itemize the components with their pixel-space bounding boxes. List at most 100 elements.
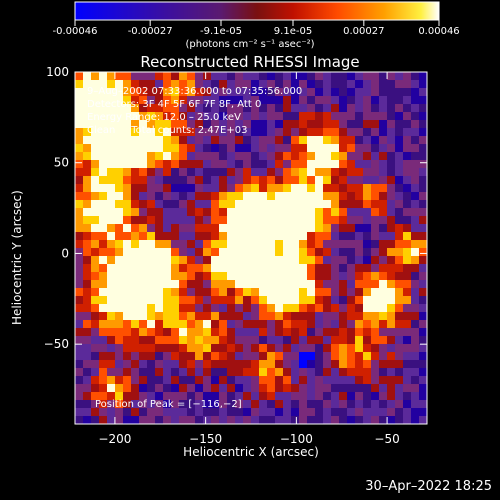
colorbar-tick-label: 0.00027 (343, 26, 385, 37)
heatmap-cell (219, 256, 227, 264)
heatmap-cell (379, 224, 387, 232)
heatmap-cell (371, 232, 379, 240)
heatmap-cell (331, 336, 339, 344)
heatmap-cell (219, 288, 227, 296)
heatmap-cell (179, 240, 187, 248)
heatmap-cell (235, 96, 243, 104)
heatmap-cell (171, 336, 179, 344)
heatmap-cell (195, 160, 203, 168)
heatmap-cell (251, 208, 259, 216)
heatmap-cell (235, 368, 243, 376)
heatmap-cell (203, 296, 211, 304)
heatmap-cell (307, 248, 315, 256)
heatmap-cell (107, 232, 115, 240)
heatmap-cell (99, 312, 107, 320)
heatmap-cell (179, 216, 187, 224)
heatmap-cell (99, 120, 107, 128)
heatmap-cell (323, 80, 331, 88)
heatmap-cell (195, 120, 203, 128)
heatmap-cell (411, 272, 419, 280)
heatmap-cell (107, 176, 115, 184)
heatmap-cell (195, 296, 203, 304)
heatmap-cell (99, 352, 107, 360)
heatmap-cell (147, 288, 155, 296)
heatmap-cell (291, 248, 299, 256)
heatmap-cell (387, 216, 395, 224)
heatmap-cell (403, 96, 411, 104)
heatmap-cell (379, 160, 387, 168)
heatmap-cell (147, 320, 155, 328)
heatmap-cell (139, 176, 147, 184)
heatmap-cell (267, 232, 275, 240)
heatmap-cell (411, 376, 419, 384)
heatmap-cell (91, 80, 99, 88)
heatmap-cell (331, 80, 339, 88)
heatmap-cell (123, 168, 131, 176)
heatmap-cell (307, 176, 315, 184)
heatmap-cell (187, 200, 195, 208)
heatmap-cell (99, 232, 107, 240)
heatmap-cell (363, 376, 371, 384)
heatmap-cell (155, 376, 163, 384)
annotation-clean: Clean Total counts: 2.47E+03 (87, 125, 248, 136)
heatmap-cell (203, 408, 211, 416)
heatmap-cell (355, 152, 363, 160)
heatmap-cell (291, 120, 299, 128)
heatmap-cell (403, 392, 411, 400)
heatmap-cell (267, 328, 275, 336)
heatmap-cell (219, 328, 227, 336)
heatmap-cell (283, 120, 291, 128)
heatmap-cell (123, 96, 131, 104)
heatmap-cell (419, 280, 427, 288)
heatmap-cell (83, 176, 91, 184)
heatmap-cell (395, 288, 403, 296)
heatmap-cell (147, 152, 155, 160)
heatmap-cell (195, 304, 203, 312)
heatmap-cell (371, 216, 379, 224)
heatmap-cell (259, 352, 267, 360)
heatmap-cell (403, 320, 411, 328)
heatmap-cell (187, 184, 195, 192)
heatmap-cell (227, 176, 235, 184)
heatmap-cell (403, 352, 411, 360)
heatmap-cell (307, 376, 315, 384)
heatmap-cell (419, 256, 427, 264)
heatmap-cell (211, 224, 219, 232)
heatmap-cell (371, 272, 379, 280)
heatmap-cell (75, 136, 83, 144)
heatmap-cell (267, 376, 275, 384)
heatmap-cell (171, 408, 179, 416)
heatmap-cell (147, 272, 155, 280)
heatmap-cell (115, 256, 123, 264)
heatmap-cell (347, 392, 355, 400)
heatmap-cell (99, 264, 107, 272)
heatmap-cell (267, 248, 275, 256)
heatmap-cell (179, 248, 187, 256)
heatmap-cell (131, 272, 139, 280)
heatmap-cell (419, 352, 427, 360)
heatmap-cell (123, 288, 131, 296)
heatmap-cell (259, 240, 267, 248)
heatmap-cell (355, 184, 363, 192)
heatmap-cell (243, 232, 251, 240)
heatmap-cell (243, 120, 251, 128)
heatmap-cell (91, 408, 99, 416)
heatmap-cell (347, 360, 355, 368)
heatmap-cell (163, 272, 171, 280)
heatmap-cell (147, 304, 155, 312)
heatmap-cell (147, 72, 155, 80)
heatmap-cell (83, 352, 91, 360)
heatmap-cell (83, 168, 91, 176)
heatmap-cell (131, 176, 139, 184)
heatmap-cell (395, 96, 403, 104)
heatmap-cell (227, 104, 235, 112)
heatmap-cell (91, 344, 99, 352)
heatmap-cell (363, 360, 371, 368)
heatmap-cell (403, 152, 411, 160)
heatmap-cell (323, 136, 331, 144)
heatmap-cell (315, 312, 323, 320)
heatmap-cell (275, 232, 283, 240)
heatmap-cell (339, 264, 347, 272)
heatmap-cell (355, 304, 363, 312)
heatmap-cell (187, 328, 195, 336)
